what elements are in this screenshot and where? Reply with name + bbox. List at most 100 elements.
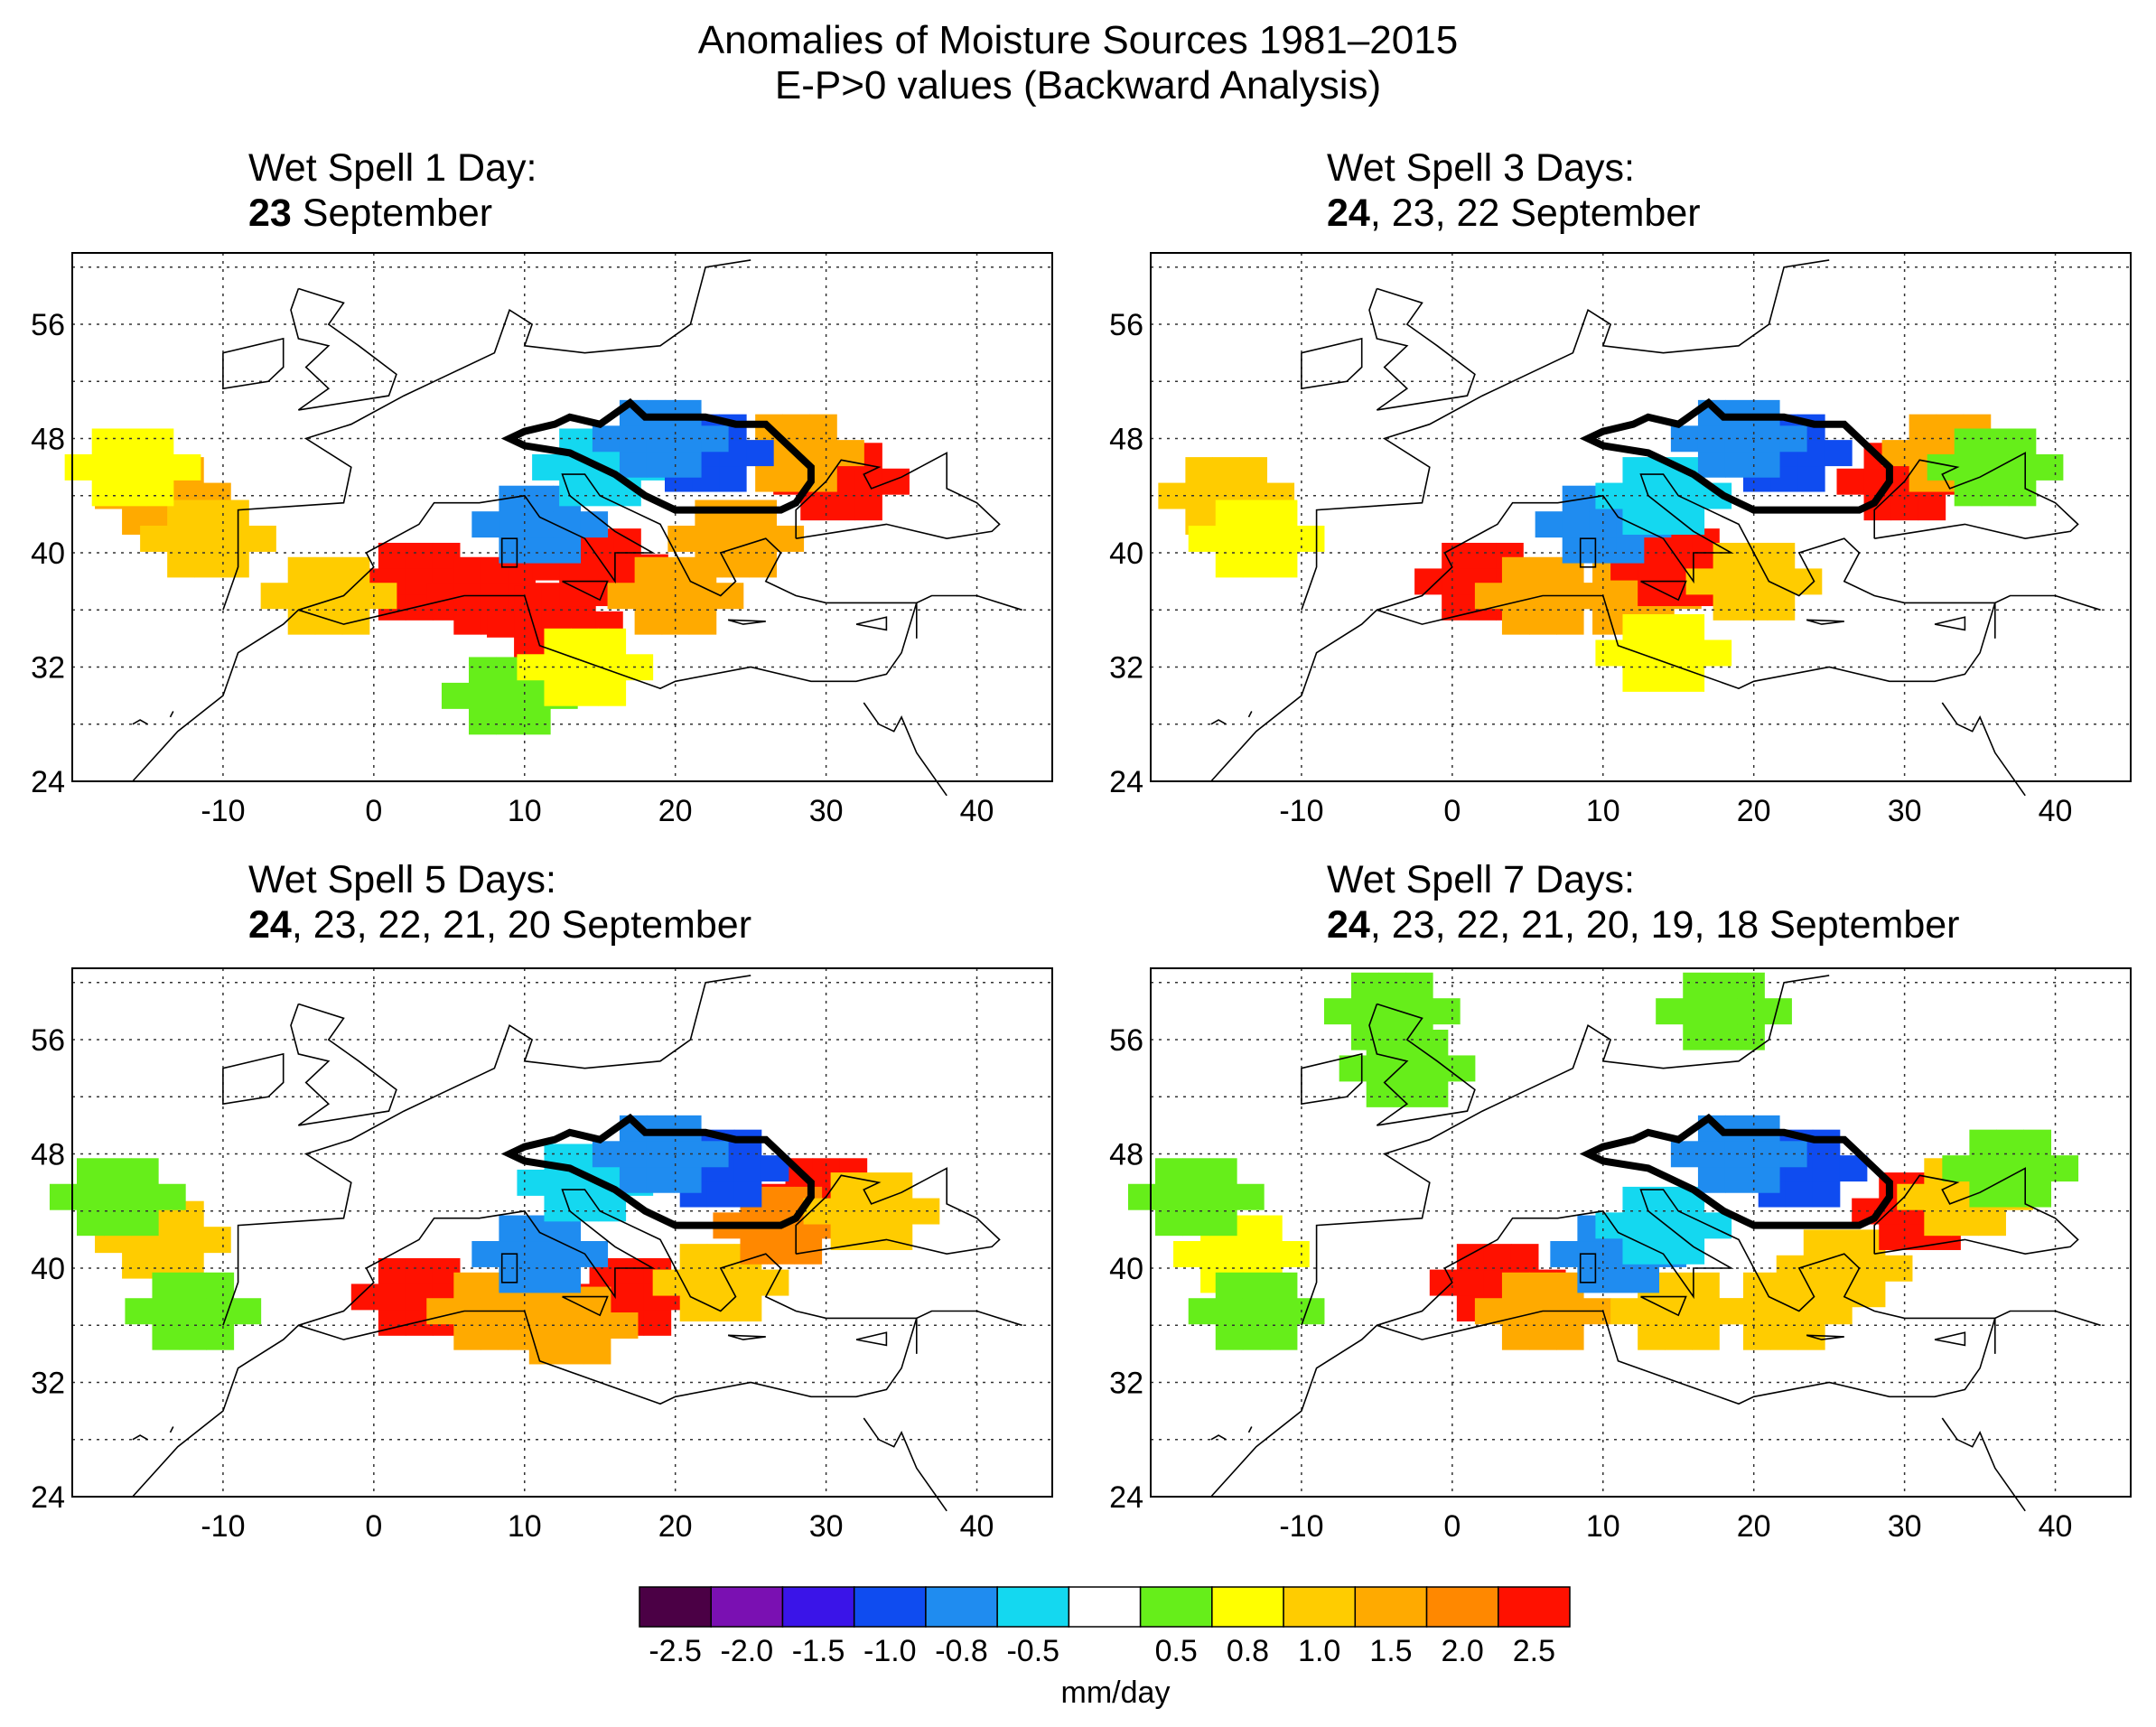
anomaly-cell bbox=[1969, 1129, 1997, 1156]
anomaly-cell bbox=[1577, 1266, 1605, 1293]
anomaly-cell bbox=[634, 583, 663, 610]
anomaly-cell bbox=[1981, 453, 2010, 481]
anomaly-patch bbox=[501, 1286, 639, 1365]
anomaly-cell bbox=[453, 1272, 481, 1299]
anomaly-cell bbox=[526, 1266, 554, 1293]
anomaly-cell bbox=[1592, 608, 1620, 635]
coastline bbox=[1301, 1052, 1363, 1106]
target-region-outline bbox=[500, 1113, 815, 1229]
anomaly-cell bbox=[487, 611, 515, 638]
anomaly-cell bbox=[1830, 1281, 1859, 1308]
anomaly-cell bbox=[1683, 998, 1711, 1025]
anomaly-cell bbox=[1710, 1023, 1738, 1050]
coastline bbox=[1579, 537, 1597, 568]
anomaly-cell bbox=[1474, 583, 1503, 610]
anomaly-cell bbox=[1501, 556, 1530, 583]
anomaly-patch bbox=[1188, 1272, 1325, 1350]
anomaly-cell bbox=[1830, 1229, 1859, 1256]
anomaly-cell bbox=[1724, 1115, 1753, 1142]
x-tick-label: 10 bbox=[508, 1509, 542, 1544]
anomaly-cell bbox=[122, 1252, 150, 1279]
anomaly-cell bbox=[1242, 1298, 1271, 1325]
anomaly-cell bbox=[1155, 1158, 1183, 1185]
anomaly-cell bbox=[674, 425, 702, 453]
anomaly-cell bbox=[607, 583, 636, 610]
coastline bbox=[1210, 473, 1996, 782]
anomaly-cell bbox=[553, 511, 582, 538]
anomaly-cell bbox=[145, 480, 174, 507]
anomaly-cell bbox=[314, 556, 343, 583]
anomaly-cell bbox=[1269, 1298, 1298, 1325]
anomaly-cell bbox=[1378, 972, 1406, 999]
anomaly-cell bbox=[499, 537, 527, 564]
anomaly-cell bbox=[1767, 593, 1796, 621]
anomaly-cell bbox=[1752, 1141, 1780, 1168]
anomaly-cell bbox=[523, 708, 551, 735]
coastline bbox=[1806, 1334, 1844, 1340]
anomaly-cell bbox=[91, 453, 120, 481]
anomaly-cell bbox=[1604, 1266, 1632, 1293]
anomaly-cell bbox=[1703, 639, 1732, 667]
anomaly-cell bbox=[1954, 453, 1983, 481]
anomaly-cell bbox=[77, 1158, 105, 1185]
anomaly-cell bbox=[1710, 998, 1738, 1025]
map-panel-5days: -10 0 10 20 30 40 56 48 40 32 24 bbox=[31, 967, 1053, 1544]
anomaly-cell bbox=[1692, 1323, 1720, 1350]
coastline bbox=[1941, 702, 2026, 797]
anomaly-cell bbox=[378, 1309, 406, 1336]
anomaly-cell bbox=[619, 1166, 648, 1193]
anomaly-cell bbox=[598, 679, 627, 706]
anomaly-cell bbox=[1433, 998, 1461, 1025]
anomaly-cell bbox=[857, 1224, 886, 1250]
anomaly-cell bbox=[203, 1227, 231, 1254]
colorbar-label: 1.0 bbox=[1298, 1634, 1341, 1668]
anomaly-cell bbox=[592, 425, 621, 453]
anomaly-cell bbox=[1188, 525, 1217, 552]
anomaly-cell bbox=[634, 608, 663, 635]
anomaly-cell bbox=[1456, 1244, 1485, 1271]
colorbar-swatch bbox=[1354, 1586, 1428, 1628]
anomaly-cell bbox=[118, 428, 147, 455]
anomaly-cell bbox=[749, 551, 778, 578]
panel-1day-title-line2: 23 September bbox=[248, 191, 492, 236]
anomaly-cell bbox=[555, 1338, 584, 1365]
anomaly-cell bbox=[706, 1295, 735, 1322]
anomaly-cell bbox=[1656, 998, 1684, 1025]
anomaly-cell bbox=[469, 682, 497, 709]
anomaly-cell bbox=[1474, 1298, 1503, 1325]
anomaly-cell bbox=[1649, 665, 1678, 692]
anomaly-cell bbox=[131, 1183, 159, 1210]
anomaly-cell bbox=[583, 1312, 611, 1339]
panel-7days-title-line1: Wet Spell 7 Days: bbox=[1327, 858, 1635, 901]
anomaly-cell bbox=[1282, 1240, 1310, 1267]
anomaly-patch bbox=[1474, 1272, 1611, 1350]
anomaly-cell bbox=[800, 494, 828, 521]
anomaly-cell bbox=[1767, 542, 1796, 569]
anomaly-cell bbox=[233, 1298, 262, 1325]
anomaly-cell bbox=[1697, 451, 1726, 478]
x-tick-label: 30 bbox=[1888, 1509, 1922, 1544]
anomaly-cell bbox=[453, 608, 481, 635]
coastline bbox=[855, 616, 888, 631]
coastline bbox=[1934, 616, 1966, 631]
anomaly-cell bbox=[176, 1227, 204, 1254]
coastline bbox=[727, 1334, 766, 1340]
anomaly-cell bbox=[496, 682, 524, 709]
anomaly-cell bbox=[1969, 1155, 1997, 1182]
x-tick-label: 30 bbox=[809, 1509, 844, 1544]
anomaly-cell bbox=[221, 499, 249, 527]
anomaly-cell bbox=[499, 1266, 527, 1293]
anomaly-cell bbox=[131, 1158, 159, 1185]
anomaly-cell bbox=[1182, 1209, 1210, 1237]
colorbar-label: -1.5 bbox=[791, 1634, 845, 1668]
colorbar-label: -2.5 bbox=[649, 1634, 702, 1668]
coastline bbox=[169, 1426, 174, 1433]
anomaly-cell bbox=[1649, 509, 1678, 535]
anomaly-cell bbox=[1200, 1240, 1228, 1267]
anomaly-cell bbox=[1737, 972, 1765, 999]
anomaly-cell bbox=[733, 1295, 762, 1322]
anomaly-cell bbox=[179, 1298, 208, 1325]
anomaly-cell bbox=[140, 525, 168, 552]
y-tick-label: 40 bbox=[1109, 537, 1143, 571]
anomaly-cell bbox=[426, 1298, 454, 1325]
